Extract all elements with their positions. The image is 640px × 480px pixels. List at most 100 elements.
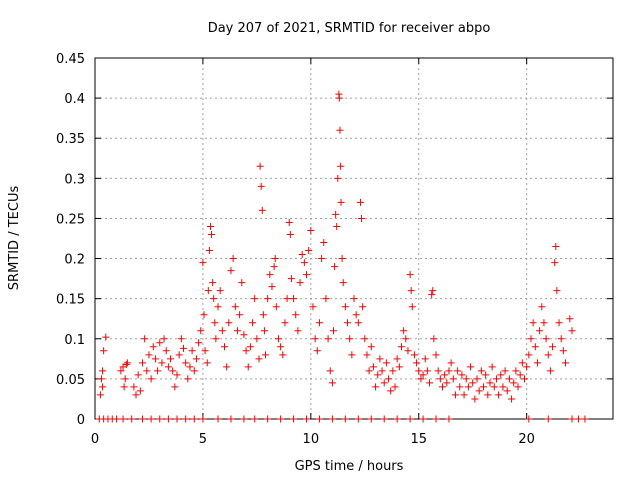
data-point (313, 347, 321, 355)
data-point (356, 198, 364, 206)
data-point (378, 367, 386, 375)
x-tick-label: 5 (199, 432, 207, 447)
data-point (410, 351, 418, 359)
data-point (290, 295, 298, 303)
data-point (253, 335, 261, 343)
y-tick-label: 0.35 (56, 132, 85, 147)
data-point (145, 351, 153, 359)
data-point (266, 271, 274, 279)
data-point (233, 327, 241, 335)
data-point (471, 395, 479, 403)
data-point (238, 279, 246, 287)
data-point (482, 371, 490, 379)
data-point (130, 383, 138, 391)
data-point (256, 162, 264, 170)
data-point (363, 351, 371, 359)
data-point (508, 395, 516, 403)
data-point (407, 287, 415, 295)
data-point (303, 271, 311, 279)
data-point (149, 343, 157, 351)
data-point (184, 375, 192, 383)
data-point (264, 295, 272, 303)
data-point (307, 226, 315, 234)
data-point (415, 367, 423, 375)
data-point (270, 263, 278, 271)
data-point (333, 222, 341, 230)
data-point (285, 218, 293, 226)
data-point (447, 359, 455, 367)
y-tick-label: 0.3 (64, 172, 85, 187)
data-point (365, 367, 373, 375)
data-point (186, 363, 194, 371)
data-point (156, 339, 164, 347)
data-point (113, 415, 121, 423)
y-tick-label: 0.4 (64, 92, 85, 107)
data-point (156, 415, 164, 423)
data-point (259, 311, 267, 319)
data-point (486, 379, 494, 387)
data-point (147, 375, 155, 383)
data-point (264, 415, 272, 423)
y-tick-label: 0.15 (56, 293, 85, 308)
data-point (328, 415, 336, 423)
data-point (200, 311, 208, 319)
data-point (402, 335, 410, 343)
data-point (305, 247, 313, 255)
data-point (154, 367, 162, 375)
data-point (445, 367, 453, 375)
data-point (298, 251, 306, 259)
data-point (334, 174, 342, 182)
data-point (274, 335, 282, 343)
data-point (164, 363, 172, 371)
data-point (429, 287, 437, 295)
data-point (331, 263, 339, 271)
data-point (134, 371, 142, 379)
x-tick-label: 20 (518, 432, 535, 447)
data-point (277, 415, 285, 423)
data-point (221, 343, 228, 351)
data-point (258, 206, 266, 214)
data-point (322, 295, 330, 303)
data-point (417, 375, 425, 383)
data-point (341, 415, 349, 423)
y-tick-label: 0.45 (56, 52, 85, 67)
data-point (251, 415, 259, 423)
data-point (255, 355, 263, 363)
data-point (533, 359, 541, 367)
data-point (449, 375, 457, 383)
data-point (484, 391, 492, 399)
data-point (240, 331, 248, 339)
chart-title: Day 207 of 2021, SRMTID for receiver abp… (208, 21, 491, 36)
data-point (190, 367, 198, 375)
data-point (395, 363, 403, 371)
data-point (214, 303, 222, 311)
data-point (99, 383, 107, 391)
data-point (568, 415, 576, 423)
data-point (138, 415, 146, 423)
data-point (164, 415, 172, 423)
data-point (173, 415, 181, 423)
data-point (458, 371, 466, 379)
data-point (249, 319, 257, 327)
data-point (525, 351, 533, 359)
data-point (246, 343, 254, 351)
data-point (501, 367, 509, 375)
data-point (367, 343, 375, 351)
data-point (523, 363, 531, 371)
data-point (117, 367, 125, 375)
data-point (361, 335, 369, 343)
data-point (549, 343, 557, 351)
data-point (413, 359, 421, 367)
data-point (100, 347, 108, 355)
x-tick-label: 15 (410, 432, 427, 447)
data-point (480, 383, 487, 391)
data-point (260, 327, 268, 335)
data-point (512, 367, 520, 375)
data-point (475, 387, 483, 395)
data-point (277, 343, 285, 351)
data-point (456, 383, 464, 391)
data-point (272, 303, 280, 311)
data-point (188, 347, 196, 355)
data-point (315, 319, 323, 327)
